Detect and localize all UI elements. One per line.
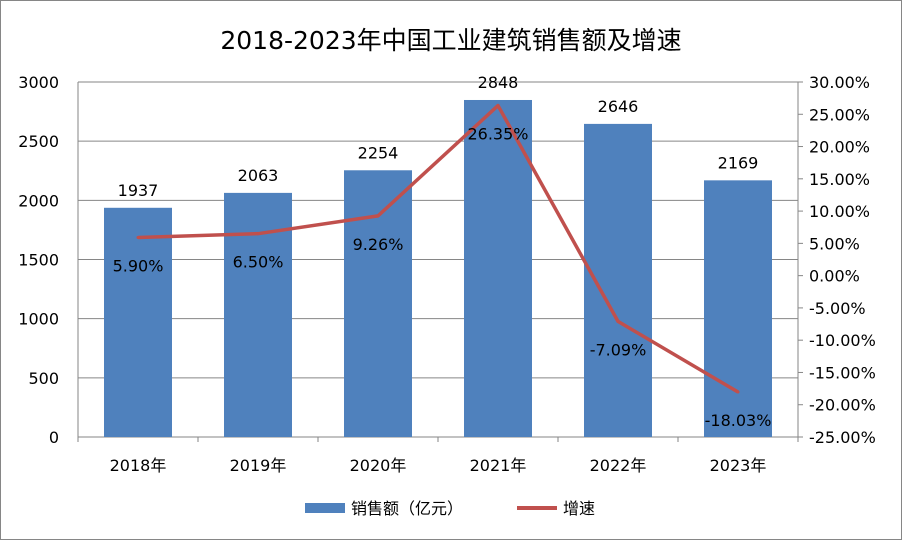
bar xyxy=(464,99,532,437)
bar-value-label: 2646 xyxy=(598,97,639,116)
x-tick-label: 2022年 xyxy=(590,456,647,475)
bar-value-label: 2254 xyxy=(358,143,399,162)
y-right-tick-label: -10.00% xyxy=(809,331,876,350)
y-left-tick-label: 500 xyxy=(28,369,59,388)
y-left-tick-label: 2000 xyxy=(18,191,59,210)
y-right-tick-label: -25.00% xyxy=(809,428,876,447)
y-left-tick-label: 0 xyxy=(49,428,59,447)
growth-point xyxy=(616,319,620,323)
bar-value-label: 2169 xyxy=(718,153,759,172)
bar-value-label: 2063 xyxy=(238,166,279,185)
y-left-tick-label: 2500 xyxy=(18,132,59,151)
legend-line-label: 增速 xyxy=(563,499,595,518)
y-right-tick-label: 10.00% xyxy=(809,202,870,221)
y-right-tick-label: 15.00% xyxy=(809,170,870,189)
bar-value-label: 2848 xyxy=(478,73,519,92)
y-left-tick-label: 1000 xyxy=(18,310,59,329)
bar-value-label: 1937 xyxy=(118,181,159,200)
growth-value-label: 9.26% xyxy=(353,235,404,254)
y-right-tick-label: 20.00% xyxy=(809,138,870,157)
bar xyxy=(344,170,412,437)
growth-point xyxy=(736,390,740,394)
growth-line xyxy=(137,103,739,394)
legend: 销售额（亿元） 增速 xyxy=(305,499,595,518)
legend-bar-label: 销售额（亿元） xyxy=(351,499,463,518)
growth-value-label: -18.03% xyxy=(705,411,772,430)
x-tick-label: 2023年 xyxy=(710,456,767,475)
bar xyxy=(104,207,172,437)
growth-value-label: -7.09% xyxy=(590,340,647,359)
x-tick-label: 2019年 xyxy=(230,456,287,475)
y-right-tick-label: 5.00% xyxy=(809,234,860,253)
growth-point xyxy=(496,104,500,108)
y-left-tick-label: 3000 xyxy=(18,73,59,92)
y-right-tick-label: -15.00% xyxy=(809,363,876,382)
y-right-tick-label: 25.00% xyxy=(809,105,870,124)
y-right-tick-label: 0.00% xyxy=(809,267,860,286)
y-right-tick-label: -5.00% xyxy=(809,299,866,318)
bar xyxy=(704,180,772,437)
legend-bar-swatch xyxy=(305,503,345,513)
growth-point xyxy=(376,214,380,218)
chart-title: 2018-2023年中国工业建筑销售额及增速 xyxy=(220,26,681,55)
y-right-tick-label: 30.00% xyxy=(809,73,870,92)
growth-point xyxy=(136,236,140,240)
y-right-tick-label: -20.00% xyxy=(809,396,876,415)
y-left-tick-label: 1500 xyxy=(18,251,59,270)
growth-value-label: 5.90% xyxy=(113,257,164,276)
x-tick-label: 2018年 xyxy=(110,456,167,475)
x-tick-label: 2021年 xyxy=(470,456,527,475)
growth-value-label: 26.35% xyxy=(467,125,528,144)
growth-point xyxy=(256,232,260,236)
growth-value-label: 6.50% xyxy=(233,253,284,272)
x-tick-label: 2020年 xyxy=(350,456,407,475)
